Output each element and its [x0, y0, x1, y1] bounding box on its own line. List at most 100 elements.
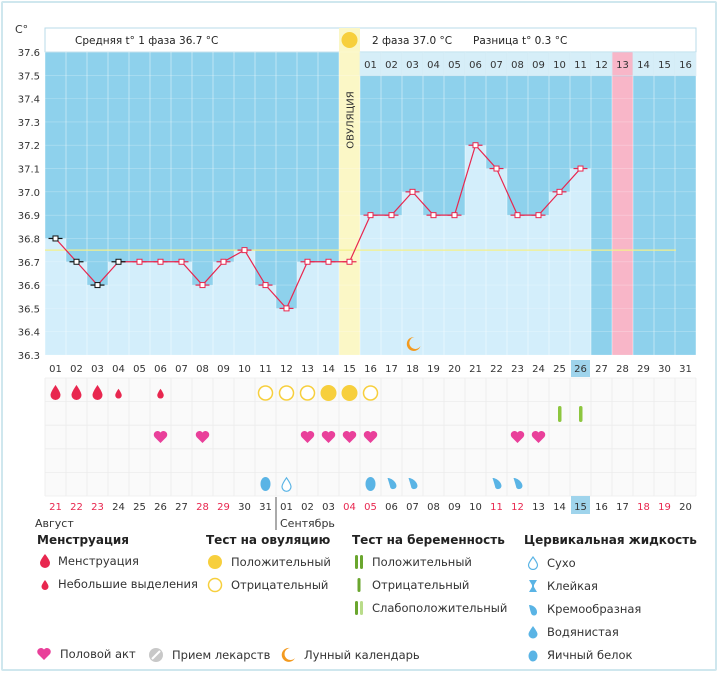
- cycle-day-label: 23: [511, 364, 524, 375]
- legend-eggwhite-label: Яичный белок: [547, 648, 633, 662]
- calendar-date-label: 09: [448, 502, 461, 513]
- highlight-day-column: [612, 52, 633, 355]
- ovulation-test-positive: [320, 385, 337, 401]
- month-label: Август: [35, 517, 74, 530]
- legend-preg-weak-label: Слабоположительный: [372, 601, 508, 615]
- y-tick-label: 37.4: [18, 95, 40, 106]
- legend-lunar: Лунный календарь: [280, 647, 420, 663]
- legend-preg-positive-label: Положительный: [372, 555, 472, 569]
- creamy-mark: [387, 478, 397, 490]
- phase2-day-label: 15: [658, 60, 671, 71]
- calendar-date-label: 15: [574, 502, 587, 513]
- calendar-date-label: 05: [364, 502, 377, 513]
- legend-watery: Водянистая: [527, 625, 619, 639]
- temperature-bar: [486, 168, 507, 355]
- temperature-point: [535, 212, 542, 219]
- cycle-day-label: 10: [238, 364, 251, 375]
- watery-drop-icon: [528, 626, 538, 639]
- ovulation-test-positive: [341, 385, 358, 401]
- current-day-highlight: [571, 360, 590, 377]
- cycle-day-label: 15: [343, 364, 356, 375]
- temperature-point: [304, 258, 311, 265]
- intercourse-heart: [363, 431, 378, 443]
- temperature-point: [472, 142, 479, 149]
- month-label: Сентябрь: [280, 517, 335, 530]
- cycle-day-label: 09: [217, 364, 230, 375]
- phase2-day-label: 10: [553, 60, 566, 71]
- temperature-bar: [297, 261, 318, 355]
- temperature-point: [493, 165, 500, 172]
- spotting-drop: [115, 388, 122, 399]
- cycle-day-label: 04: [112, 364, 125, 375]
- temperature-point: [178, 258, 185, 265]
- cycle-day-label: 13: [301, 364, 314, 375]
- calendar-date-label: 20: [679, 502, 692, 513]
- temperature-point: [115, 258, 122, 265]
- temperature-point: [94, 282, 101, 289]
- phase2-day-label: 03: [406, 60, 419, 71]
- ovulation-band: [339, 28, 360, 355]
- legend-light-spotting: Небольшие выделения: [40, 577, 198, 591]
- temperature-chart: 01 02 03 04 05 06 07 08 09 10 11 12 13 14 15 16 37.6 37.5…: [15, 23, 697, 530]
- blood-drop-icon: [40, 554, 50, 568]
- temperature-bar: [108, 261, 129, 355]
- calendar-date-label: 26: [154, 502, 167, 513]
- temperature-point: [199, 282, 206, 289]
- legend-preg-negative: Отрицательный: [354, 577, 469, 593]
- temperature-bar: [66, 261, 87, 355]
- temperature-point: [157, 258, 164, 265]
- temperature-point: [283, 305, 290, 312]
- legend-sticky: Клейкая: [527, 579, 598, 593]
- legend-ovu-negative: Отрицательный: [207, 577, 328, 593]
- y-tick-label: 36.4: [18, 328, 40, 339]
- legend-creamy: Кремообразная: [527, 602, 641, 616]
- temperature-bar: [234, 250, 255, 355]
- phase2-average-label: 2 фаза 37.0 °C: [372, 35, 452, 47]
- spotting-drop: [157, 388, 164, 399]
- phase2-day-label: 06: [469, 60, 482, 71]
- creamy-mark: [492, 478, 502, 490]
- cycle-day-label: 12: [280, 364, 293, 375]
- egg-white-mark: [260, 477, 271, 491]
- intercourse-heart: [300, 431, 315, 443]
- cycle-day-label: 27: [595, 364, 608, 375]
- ovulation-test-negative: [299, 385, 316, 401]
- intercourse-heart: [510, 431, 525, 443]
- y-tick-label: 36.5: [18, 304, 40, 315]
- cycle-day-label: 03: [91, 364, 104, 375]
- single-line-icon: [357, 578, 361, 592]
- phase2-day-label: 02: [385, 60, 398, 71]
- weak-line-icon: [355, 601, 363, 615]
- phase2-day-label: 14: [637, 60, 650, 71]
- phase2-day-label: 04: [427, 60, 440, 71]
- legend-intercourse: Половой акт: [36, 647, 136, 661]
- legend-ovulation-title: Тест на овуляцию: [206, 533, 331, 547]
- calendar-date-label: 04: [343, 502, 356, 513]
- legend-menstruation: Менструация: [40, 554, 139, 568]
- temperature-bar: [318, 261, 339, 355]
- temperature-point: [514, 212, 521, 219]
- moon-icon: [406, 336, 421, 351]
- egg-white-mark: [365, 477, 376, 491]
- menstruation-drop: [92, 385, 103, 400]
- temperature-point: [73, 258, 80, 265]
- temperature-point: [451, 212, 458, 219]
- cycle-day-label: 11: [259, 364, 272, 375]
- cycle-day-label: 18: [406, 364, 419, 375]
- temperature-point: [52, 235, 59, 242]
- temperature-bar: [171, 261, 192, 355]
- intercourse-heart: [342, 431, 357, 443]
- y-tick-label: 37.1: [18, 165, 40, 176]
- legend-lunar-label: Лунный календарь: [304, 648, 420, 662]
- cycle-day-label: 29: [637, 364, 650, 375]
- legend-menstruation-title: Менструация: [37, 533, 129, 547]
- y-tick-label: 37.5: [18, 71, 40, 82]
- moon-icon: [281, 647, 295, 662]
- legend-preg-positive: Положительный: [354, 554, 472, 570]
- cycle-day-label: 25: [553, 364, 566, 375]
- intercourse-heart: [195, 431, 210, 443]
- legend-preg-weak: Слабоположительный: [354, 600, 507, 616]
- temperature-bar: [276, 308, 297, 355]
- heart-icon: [37, 648, 51, 660]
